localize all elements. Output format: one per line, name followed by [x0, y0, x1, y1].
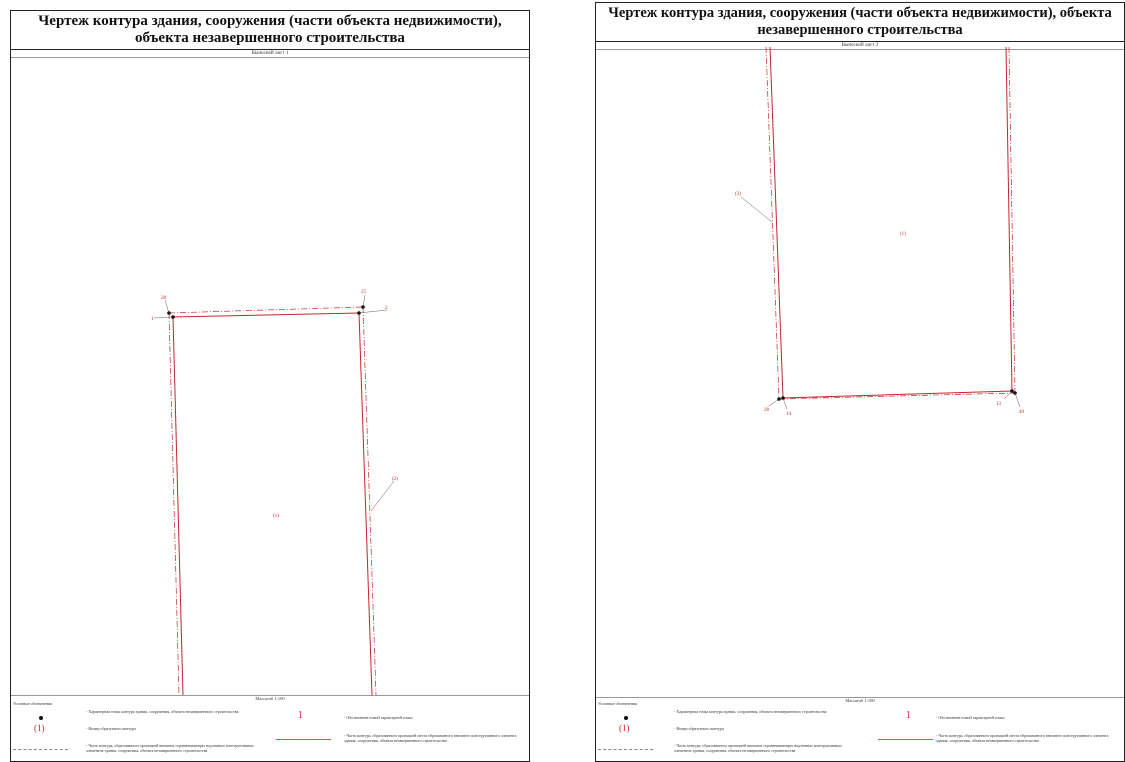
legend-dashed-text: - Часть контура, образованного проекцией…	[86, 743, 254, 753]
contour-right-line	[358, 312, 373, 695]
contour-left-line	[172, 316, 184, 695]
legend-point-text: - Характерная точка контура здания, соор…	[674, 709, 827, 714]
solid-line-symbol	[276, 739, 331, 740]
contour-right-line	[1005, 47, 1013, 392]
leader-2	[358, 309, 388, 314]
label-part: (2)	[392, 477, 398, 482]
sheet-2: Чертеж контура здания, сооружения (части…	[595, 2, 1125, 762]
overhang-right-line	[1008, 47, 1016, 394]
contour-bottom-line	[782, 390, 1013, 399]
legend-dashed-text: - Часть контура, образованного проекцией…	[674, 743, 842, 753]
overhang-left-line	[168, 312, 180, 695]
legend: Условные обозначения - Характерная точка…	[596, 699, 1124, 761]
label-contour: (1)	[900, 232, 906, 237]
legend-title: Условные обозначения	[13, 701, 52, 706]
label-25: 25	[361, 290, 367, 295]
label-1: 1	[151, 317, 154, 322]
scale-label: Масштаб 1:100	[11, 695, 529, 702]
contour-drawing: (3) (1) 28 14 13 40	[735, 47, 1025, 417]
leader-part-2	[370, 480, 395, 512]
new-point-symbol: 1	[298, 710, 303, 721]
scale-label: Масштаб 1:100	[596, 697, 1124, 704]
leader-40	[1014, 392, 1021, 408]
contour-top-line	[172, 312, 360, 318]
legend: Условные обозначения - Характерная точка…	[11, 699, 529, 761]
sheet-title: Чертеж контура здания, сооружения (части…	[596, 3, 1124, 42]
overhang-bottom-line	[778, 392, 1016, 400]
new-point-symbol: 1	[906, 710, 911, 721]
label-2: 2	[385, 306, 388, 311]
point-symbol	[39, 716, 43, 720]
label-part: (3)	[735, 192, 741, 197]
leader-14	[782, 397, 788, 410]
legend-new-point-text: - Обозначение новой характерной точки	[936, 715, 1005, 720]
label-28: 28	[161, 296, 167, 301]
label-contour: (1)	[273, 514, 279, 519]
sheet-subtitle: Выносной лист 1	[11, 50, 529, 58]
leader-28	[164, 299, 170, 314]
legend-point-text: - Характерная точка контура здания, соор…	[86, 709, 239, 714]
legend-solid-text: - Часть контура, образованного проекцией…	[936, 733, 1109, 743]
leader-25	[362, 294, 366, 308]
point-symbol	[624, 716, 628, 720]
label-13: 13	[996, 402, 1002, 407]
sheet-subtitle: Выносной лист 2	[596, 42, 1124, 50]
sheet-title: Чертеж контура здания, сооружения (части…	[11, 11, 529, 50]
legend-contour-text: - Номер образуемого контура	[674, 726, 724, 731]
label-14: 14	[786, 412, 792, 417]
legend-new-point-text: - Обозначение новой характерной точки	[344, 715, 413, 720]
contour-drawing: 28 25 1 2 (1) (2)	[151, 290, 398, 695]
legend-title: Условные обозначения	[598, 701, 637, 706]
solid-line-symbol	[878, 739, 933, 740]
sheet-1: Чертеж контура здания, сооружения (части…	[10, 10, 530, 762]
dashed-line-symbol	[13, 749, 68, 750]
overhang-right-line	[362, 306, 377, 695]
contour-number-symbol: (1)	[34, 723, 45, 733]
legend-solid-text: - Часть контура, образованного проекцией…	[344, 733, 517, 743]
contour-left-line	[769, 47, 784, 399]
contour-number-symbol: (1)	[619, 723, 630, 733]
overhang-left-line	[765, 47, 780, 400]
legend-contour-text: - Номер образуемого контура	[86, 726, 136, 731]
overhang-top-line	[168, 306, 364, 314]
label-28: 28	[764, 408, 770, 413]
label-40: 40	[1019, 410, 1025, 415]
leader-28	[768, 398, 780, 407]
leader-part-3	[740, 196, 773, 223]
dashed-line-symbol	[598, 749, 653, 750]
leader-1	[153, 316, 174, 319]
leader-13	[1003, 390, 1013, 400]
